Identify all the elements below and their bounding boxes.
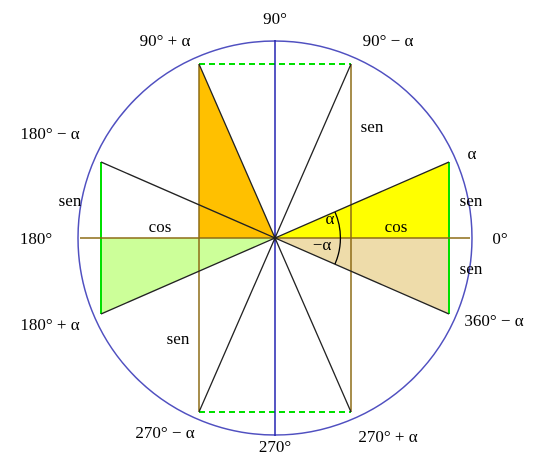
- segment-label: sen: [460, 191, 483, 210]
- alpha-arc: [334, 211, 342, 265]
- angle-label: 180° + α: [20, 315, 79, 334]
- angle-label: α: [468, 144, 477, 163]
- angle-label: 270° − α: [135, 423, 194, 442]
- segment-label: sen: [361, 117, 384, 136]
- segment-label: cos: [149, 217, 172, 236]
- angle-label: 90°: [263, 9, 287, 28]
- segment-label: sen: [167, 329, 190, 348]
- angle-label: 270° + α: [358, 427, 417, 446]
- angle-label: 0°: [492, 229, 507, 248]
- radii: [100, 63, 450, 413]
- angle-label: 180°: [20, 229, 52, 248]
- segment-label: cos: [385, 217, 408, 236]
- center-angle: α: [326, 209, 335, 228]
- angle-label: 90° − α: [363, 31, 414, 50]
- angle-label: 270°: [259, 437, 291, 456]
- angle-label: 90° + α: [140, 31, 191, 50]
- segment-label: sen: [59, 191, 82, 210]
- segment-label: sen: [460, 259, 483, 278]
- angle-label: 180° − α: [20, 124, 79, 143]
- angle-label: 360° − α: [464, 311, 523, 330]
- center-angle: −α: [313, 235, 332, 254]
